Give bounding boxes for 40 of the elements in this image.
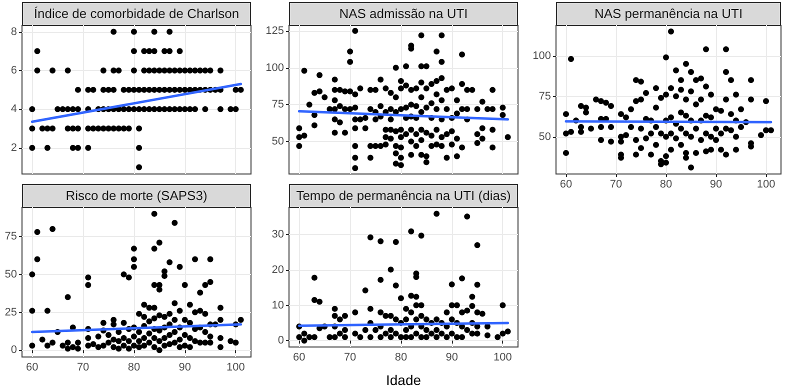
x-tick-label: 70 — [344, 352, 356, 364]
x-tick-label: 100 — [226, 362, 245, 374]
y-tick-label: 20 — [272, 264, 284, 276]
x-tick-label: 60 — [26, 362, 38, 374]
chart-title: NAS permanência na UTI — [556, 2, 781, 26]
y-tick-label: 6 — [10, 64, 17, 76]
y-tick-label: 100 — [266, 62, 284, 74]
chart-title: Risco de morte (SAPS3) — [22, 184, 251, 208]
y-tick-label: 25 — [4, 306, 17, 318]
x-tick-label: 80 — [128, 362, 140, 374]
chart-title: Índice de comorbidade de Charlson — [22, 2, 251, 26]
y-tick-label: 75 — [538, 90, 551, 102]
y-tick-label: 100 — [532, 50, 551, 62]
y-tick-label: 8 — [10, 26, 17, 38]
x-tick-label: 70 — [610, 178, 622, 190]
y-tick-label: 125 — [266, 24, 284, 37]
y-tick-label: 30 — [272, 228, 284, 241]
y-tick-label: 75 — [272, 98, 284, 111]
x-axis-title: Idade — [386, 372, 422, 388]
y-tick-label: 50 — [538, 130, 551, 143]
x-tick-label: 60 — [293, 352, 306, 364]
x-tick-label: 70 — [76, 362, 90, 374]
x-tick-label: 100 — [494, 352, 512, 364]
y-tick-label: 2 — [10, 142, 17, 154]
x-tick-label: 80 — [660, 178, 672, 190]
y-tick-label: 10 — [272, 299, 284, 312]
x-tick-label: 100 — [756, 178, 776, 190]
x-tick-label: 90 — [178, 362, 191, 374]
y-tick-label: 0 — [278, 334, 284, 347]
y-tick-label: 4 — [10, 103, 17, 116]
y-tick-label: 75 — [4, 230, 17, 243]
x-tick-label: 60 — [560, 178, 572, 190]
y-tick-label: 0 — [10, 344, 17, 356]
x-tick-label: 90 — [446, 352, 458, 364]
x-tick-label: 80 — [394, 352, 408, 364]
y-tick-label: 50 — [4, 268, 17, 280]
y-tick-label: 50 — [272, 136, 284, 148]
x-tick-label: 90 — [710, 178, 722, 190]
chart-title: Tempo de permanência na UTI (dias) — [289, 184, 518, 208]
chart-title: NAS admissão na UTI — [289, 2, 518, 26]
